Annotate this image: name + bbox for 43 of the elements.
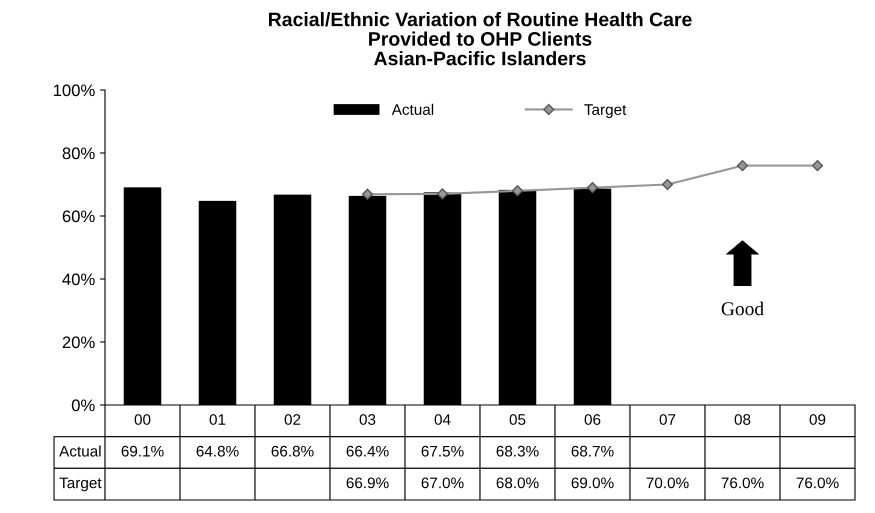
text: Actual <box>59 445 101 457</box>
data-label: 76.0% <box>722 477 764 488</box>
legend-label: Actual <box>392 104 434 115</box>
data-label: 67.5% <box>422 446 464 457</box>
data-label: 67.0% <box>422 477 464 488</box>
x-tick-label: 00 <box>134 414 150 425</box>
data-label: 76.0% <box>796 477 839 488</box>
chart-title: Racial/Ethnic Variation of Routine Health Care Provided to OHP Clients Asian-Pacific Islanders <box>269 12 692 66</box>
data-label: 69.0% <box>572 477 614 488</box>
point <box>586 182 598 194</box>
legend-label: Target <box>584 104 626 118</box>
x-tick-label: 04 <box>434 414 451 425</box>
x-tick-label: 06 <box>584 414 600 425</box>
text: Target <box>59 478 102 492</box>
data-label: 68.3% <box>496 446 539 457</box>
data-label: 68.7% <box>572 446 614 457</box>
y-tick-label: 60% <box>62 210 95 222</box>
data-label: 70.0% <box>646 477 689 488</box>
x-tick-label: 05 <box>510 414 526 425</box>
point <box>362 188 374 200</box>
point <box>812 160 824 172</box>
x-tick-label: 08 <box>734 414 750 425</box>
point <box>736 160 748 172</box>
data-label: 66.8% <box>272 446 314 457</box>
y-tick-label: 100% <box>54 84 95 96</box>
y-tick-label: 40% <box>62 273 95 286</box>
data-label: 68.0% <box>496 477 539 488</box>
x-tick-label: 07 <box>660 414 676 425</box>
point <box>436 188 448 200</box>
x-tick-label: 02 <box>284 414 300 425</box>
y-tick-label: 20% <box>62 336 95 348</box>
x-tick-label: 03 <box>360 414 376 425</box>
annotation: Good <box>722 302 764 316</box>
point <box>512 185 524 196</box>
y-tick-label: 0% <box>72 399 95 412</box>
data-label: 66.9% <box>346 477 389 488</box>
data-label: 64.8% <box>196 446 239 457</box>
x-tick-label: 09 <box>810 414 826 425</box>
data-label: 66.4% <box>346 446 389 457</box>
x-tick-label: 01 <box>210 414 226 425</box>
data-label: 69.1% <box>122 446 164 457</box>
y-tick-label: 80% <box>62 147 95 160</box>
point <box>662 178 674 190</box>
